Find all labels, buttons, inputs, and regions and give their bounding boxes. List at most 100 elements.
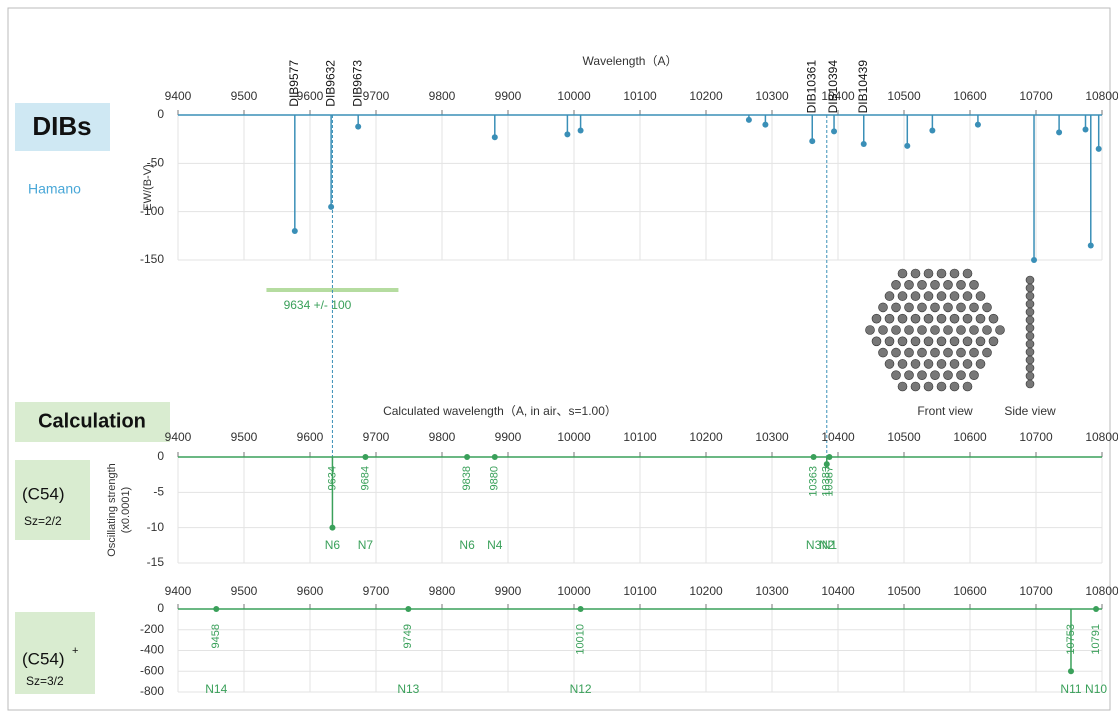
y-axis-label: (x0.0001) xyxy=(120,487,132,533)
mode-label: N14 xyxy=(205,682,227,696)
molecule-atom xyxy=(885,314,894,323)
molecule-atom xyxy=(892,280,901,289)
molecule-atom xyxy=(989,314,998,323)
x-tick-label: 10800 xyxy=(1085,584,1118,598)
stem-marker xyxy=(492,454,498,460)
x-tick-label: 10300 xyxy=(755,89,789,103)
molecule-atom xyxy=(1026,316,1034,324)
molecule-atom xyxy=(1026,292,1034,300)
y-tick-label: 0 xyxy=(157,601,164,615)
peak-label: DIB9632 xyxy=(323,60,337,107)
stem-marker xyxy=(1083,127,1089,133)
x-tick-label: 10400 xyxy=(821,584,855,598)
x-tick-label: 9900 xyxy=(495,89,522,103)
stem-marker xyxy=(861,141,867,147)
molecule-atom xyxy=(950,382,959,391)
frame xyxy=(8,8,1110,710)
x-tick-label: 10600 xyxy=(953,89,987,103)
molecule-atom xyxy=(905,371,914,380)
y-tick-label: -200 xyxy=(140,622,164,636)
x-tick-label: 10300 xyxy=(755,584,789,598)
y-tick-label: -10 xyxy=(147,520,165,534)
molecule-atom xyxy=(905,303,914,312)
stem-marker xyxy=(328,204,334,210)
molecule-atom xyxy=(976,292,985,301)
molecule-atom xyxy=(898,337,907,346)
stem-marker xyxy=(762,122,768,128)
molecule-atom xyxy=(950,359,959,368)
molecule-atom xyxy=(931,348,940,357)
molecule-atom xyxy=(963,314,972,323)
molecule-atom xyxy=(924,292,933,301)
stem-marker xyxy=(355,124,361,130)
x-tick-label: 10600 xyxy=(953,584,987,598)
x-tick-label: 9600 xyxy=(297,430,324,444)
molecule-atom xyxy=(898,359,907,368)
molecule-atom xyxy=(1026,364,1034,372)
x-tick-label: 9800 xyxy=(429,430,456,444)
mode-label: N1 xyxy=(822,538,838,552)
spin-label: Sz=3/2 xyxy=(26,674,64,688)
molecule-atom xyxy=(911,359,920,368)
molecule-atom xyxy=(957,371,966,380)
x-tick-label: 10400 xyxy=(821,430,855,444)
molecule-atom xyxy=(866,326,875,335)
molecule-atom xyxy=(924,314,933,323)
mode-label: N4 xyxy=(487,538,503,552)
molecule-atom xyxy=(957,280,966,289)
stem-marker xyxy=(1068,668,1074,674)
molecule-atom xyxy=(970,371,979,380)
molecule-atom xyxy=(872,314,881,323)
molecule-atom xyxy=(892,371,901,380)
y-tick-label: -400 xyxy=(140,643,164,657)
molecule-atom xyxy=(898,382,907,391)
x-tick-label: 10100 xyxy=(623,584,657,598)
molecule-atom xyxy=(950,314,959,323)
y-axis-label: Oscillating strength xyxy=(106,463,118,557)
molecule-atom xyxy=(976,314,985,323)
molecule-atom xyxy=(976,337,985,346)
stem-marker xyxy=(578,127,584,133)
stem-marker xyxy=(329,525,335,531)
molecule-atom xyxy=(957,348,966,357)
wavelength-label: 10791 xyxy=(1090,624,1102,655)
molecule-atom xyxy=(1026,308,1034,316)
wavelength-label: 9634 xyxy=(326,466,338,490)
stem-marker xyxy=(929,127,935,133)
molecule-label: (C54) xyxy=(22,649,65,668)
y-tick-label: -800 xyxy=(140,684,164,698)
view-label: Side view xyxy=(1004,404,1056,418)
view-label: Front view xyxy=(917,404,973,418)
molecule-atom xyxy=(892,326,901,335)
molecule-atom xyxy=(963,292,972,301)
badge: Calculation xyxy=(38,410,146,432)
x-tick-label: 10000 xyxy=(557,430,591,444)
x-tick-label: 10100 xyxy=(623,89,657,103)
molecule-atom xyxy=(963,269,972,278)
molecule-atom xyxy=(885,292,894,301)
molecule-atom xyxy=(950,292,959,301)
wavelength-label: 10010 xyxy=(575,624,587,655)
molecule-atom xyxy=(892,348,901,357)
x-tick-label: 10500 xyxy=(887,430,921,444)
x-tick-label: 9400 xyxy=(165,430,192,444)
molecule-atom xyxy=(911,337,920,346)
x-tick-label: 10300 xyxy=(755,430,789,444)
x-tick-label: 9700 xyxy=(363,584,390,598)
mode-label: N6 xyxy=(459,538,475,552)
source-label: Hamano xyxy=(28,181,81,197)
x-tick-label: 9600 xyxy=(297,584,324,598)
stem-marker xyxy=(831,128,837,134)
molecule-atom xyxy=(924,359,933,368)
x-tick-label: 10700 xyxy=(1019,584,1053,598)
peak-label: DIB10361 xyxy=(804,60,818,114)
molecule-atom xyxy=(970,348,979,357)
y-tick-label: -150 xyxy=(140,252,164,266)
x-tick-label: 9700 xyxy=(363,89,390,103)
x-tick-label: 10100 xyxy=(623,430,657,444)
molecule-atom xyxy=(1026,380,1034,388)
molecule-atom xyxy=(944,280,953,289)
molecule-atom xyxy=(879,348,888,357)
y-tick-label: -600 xyxy=(140,663,164,677)
molecule-atom xyxy=(957,303,966,312)
